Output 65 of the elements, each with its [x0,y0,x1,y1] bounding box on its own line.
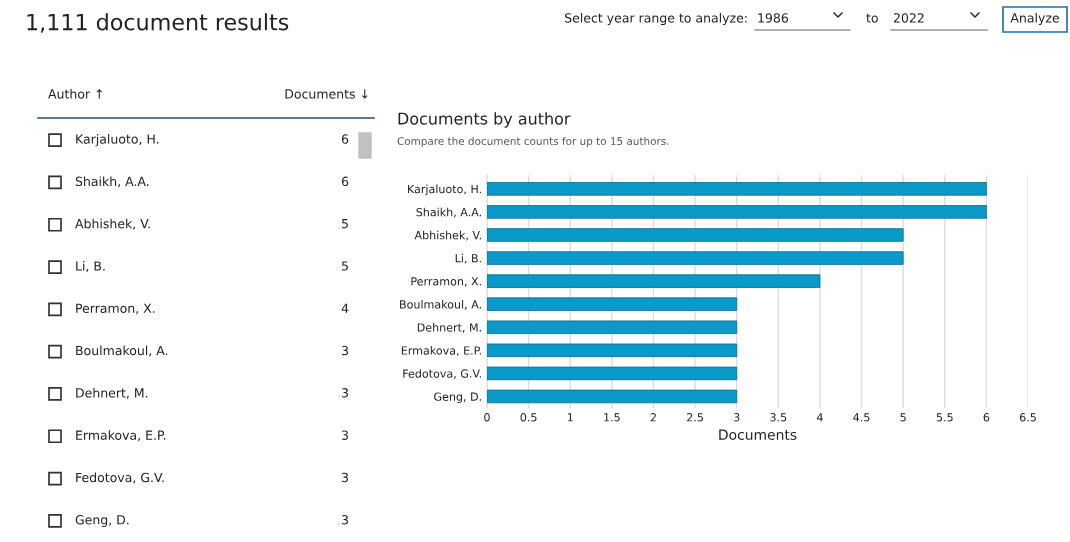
y-tick-label: Fedotova, G.V. [76,472,164,484]
data-label: 5 [342,261,348,271]
x-tick-label: 0 [484,413,490,422]
bar [487,389,738,404]
bar [487,343,738,358]
data-label: 6 [341,176,349,187]
bar [487,251,904,265]
y-tick-label: Geng, D. [434,392,481,403]
text: Select year range to analyze: [565,12,747,26]
y-tick-label: Dehnert, M. [417,323,481,333]
y-tick-label: Karjaluoto, H. [408,184,481,196]
data-label: 6 [341,134,349,144]
x-tick-label: 3.5 [770,413,787,422]
y-tick-label: Shaikh, A.A. [416,207,481,218]
x-tick-label: 6.5 [1019,413,1036,422]
x-tick-label: 0.5 [520,413,537,422]
text: to [866,13,878,23]
data-label: 4 [341,303,349,313]
data-label: 3 [342,345,348,356]
x-tick-label: 1 [567,413,573,422]
y-tick-label: Shaikh, A.A. [75,176,149,188]
data-label: 5 [342,219,348,229]
x-tick-label: 3 [734,413,740,422]
y-tick-label: Perramon, X. [411,277,481,287]
y-tick-label: Geng, D. [75,515,129,527]
y-tick-label: Abhishek, V. [75,218,150,230]
x-tick-label: 5.5 [936,413,953,422]
y-tick-label: Perramon, X. [76,303,155,315]
y-tick-label: Li, B. [455,253,481,264]
chart-title: Documents by author [398,112,571,128]
bar [487,182,987,196]
y-tick-label: Boulmakoul, A. [400,299,481,310]
data-label: 3 [342,430,348,440]
bar [487,228,904,242]
text: 2022 [893,13,924,23]
bar [487,366,738,381]
y-tick-label: Li, B. [76,261,105,272]
x-tick-label: 2 [650,413,656,422]
bar [487,205,987,219]
y-tick-label: Dehnert, M. [76,387,148,399]
text: Analyze [1010,12,1059,26]
data-label: 3 [342,472,348,483]
x-tick-label: Documents ↓ [285,89,368,99]
text: 1,111 document results [27,13,289,33]
y-tick-label: Karjaluoto, H. [76,134,159,147]
bar [487,274,821,288]
x-tick-label: 4.5 [853,413,870,422]
y-tick-label: Abhishek, V. [414,230,481,241]
y-tick-label: Boulmakoul, A. [76,345,168,357]
y-tick-label: Ermakova, E.P. [76,430,166,442]
x-tick-label: 4 [816,413,823,422]
x-tick-label: 5 [900,413,906,422]
chart-subtitle: Compare the document counts for up to 15 authors. [397,136,669,148]
bar [487,297,738,311]
data-label: 3 [342,515,348,525]
text: 1986 [758,13,789,23]
y-tick-label: Ermakova, E.P. [401,346,481,356]
bar [487,320,738,335]
x-tick-label: 6 [983,413,990,422]
y-tick-label: Fedotova, G.V. [403,369,481,379]
x-tick-label: 1.5 [604,413,620,422]
y-axis-title: Author ↑ [48,88,102,99]
data-label: 3 [342,388,348,398]
x-axis-title: Documents [719,429,797,440]
x-tick-label: 2.5 [687,413,703,422]
